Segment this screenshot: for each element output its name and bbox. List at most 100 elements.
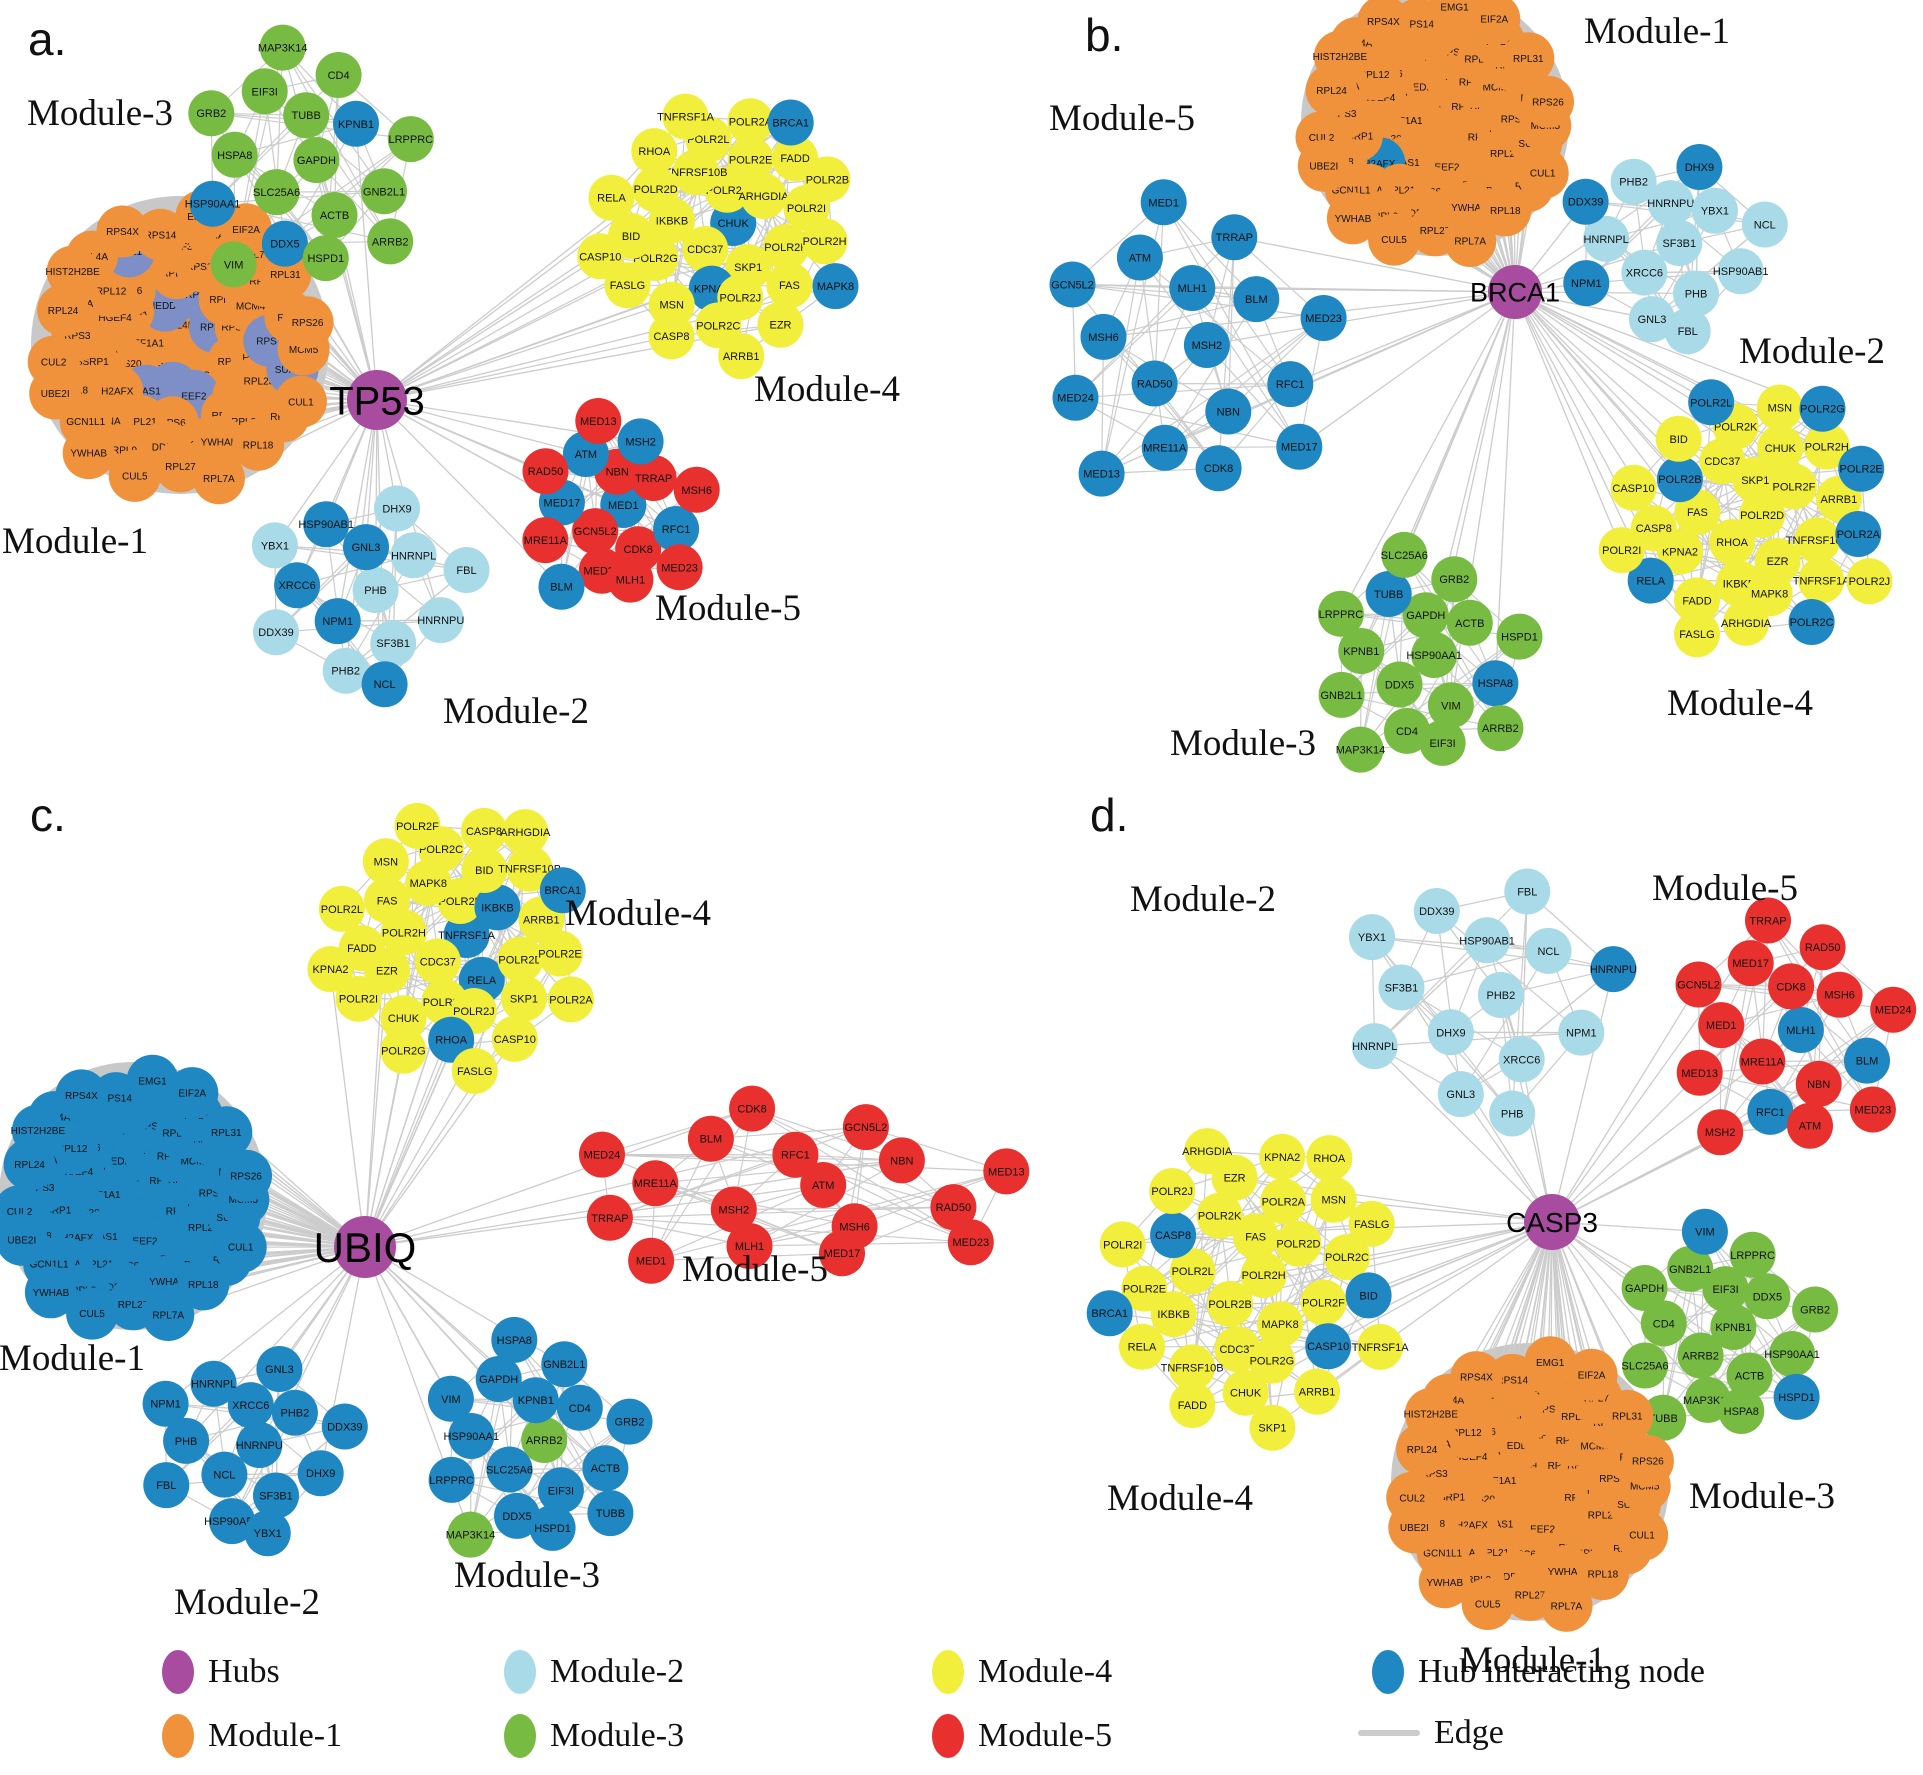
node-LRPPRC[interactable] [387, 116, 434, 163]
node-MAP3K14[interactable] [1337, 726, 1384, 773]
node-POLR2K[interactable] [1196, 1192, 1243, 1239]
node-EIF3I[interactable] [241, 68, 288, 115]
hub-node-TP53[interactable] [347, 370, 407, 430]
node-VIM[interactable] [427, 1375, 474, 1422]
node-ARRB2[interactable] [1477, 705, 1524, 752]
node-POLR2C[interactable] [1788, 599, 1835, 645]
node-POLR2J[interactable] [1846, 558, 1893, 605]
node-POLR2L[interactable] [318, 885, 365, 932]
node-MAPK8[interactable] [1257, 1301, 1304, 1348]
node-NCL[interactable] [201, 1451, 248, 1498]
node-MSH6[interactable] [1816, 971, 1863, 1018]
node-POLR2E[interactable] [1838, 445, 1885, 492]
node-RHOA[interactable] [1709, 519, 1756, 565]
node-HSPA8[interactable] [1718, 1388, 1765, 1434]
node-NBN[interactable] [878, 1137, 925, 1184]
node-POLR2L[interactable] [1169, 1248, 1216, 1295]
node-RELA[interactable] [1119, 1323, 1165, 1370]
node-MRE11A[interactable] [1739, 1038, 1786, 1085]
node-YBX1[interactable] [251, 522, 298, 569]
node-XRCC6[interactable] [227, 1382, 274, 1429]
node-GAPDH[interactable] [475, 1356, 522, 1402]
node-LRPPRC[interactable] [428, 1456, 475, 1503]
node-NCL[interactable] [361, 661, 408, 708]
node-CD4[interactable] [1384, 707, 1430, 754]
node-EMG1[interactable] [1524, 1336, 1577, 1389]
node-MED17[interactable] [1276, 423, 1323, 470]
node-EMG1[interactable] [1428, 0, 1481, 33]
node-CUL1[interactable] [214, 1221, 267, 1274]
node-GCN5L2[interactable] [842, 1104, 889, 1151]
node-GNL3[interactable] [343, 524, 389, 571]
node-RHOA[interactable] [1306, 1135, 1353, 1182]
node-MLH1[interactable] [607, 556, 654, 603]
node-BLM[interactable] [1844, 1037, 1890, 1084]
node-TUBB[interactable] [283, 92, 330, 139]
node-RAD50[interactable] [1131, 360, 1178, 407]
node-MSH6[interactable] [673, 466, 720, 513]
node-POLR2I[interactable] [1099, 1221, 1146, 1268]
node-ARRB1[interactable] [1294, 1368, 1341, 1415]
node-HSP90AA1[interactable] [1769, 1331, 1816, 1377]
node-ATM[interactable] [1116, 234, 1163, 281]
node-MSN[interactable] [648, 281, 695, 328]
node-DDX5[interactable] [1744, 1273, 1791, 1320]
node-POLR2D[interactable] [1739, 492, 1786, 538]
node-MED1[interactable] [628, 1237, 675, 1284]
node-POLR2I[interactable] [335, 975, 382, 1022]
node-SLC25A6[interactable] [253, 169, 300, 216]
node-MSN[interactable] [1310, 1176, 1357, 1223]
node-DHX9[interactable] [374, 485, 420, 532]
node-RPS14[interactable] [134, 208, 187, 261]
node-DDX39[interactable] [253, 609, 299, 656]
node-MSH2[interactable] [1697, 1109, 1744, 1156]
node-MSH2[interactable] [710, 1186, 757, 1233]
node-POLR2H[interactable] [1803, 423, 1850, 470]
node-MED23[interactable] [1300, 295, 1347, 341]
node-POLR2H[interactable] [801, 218, 848, 265]
node-HIST2H2BE[interactable] [11, 1104, 64, 1157]
node-MRE11A[interactable] [632, 1160, 679, 1207]
node-GCN5L2[interactable] [1049, 261, 1096, 308]
node-POLR2B[interactable] [1656, 456, 1703, 503]
node-LRPPRC[interactable] [1729, 1231, 1776, 1278]
node-POLR2D[interactable] [497, 936, 544, 983]
node-RPL31[interactable] [1601, 1389, 1654, 1442]
node-CASP8[interactable] [1630, 505, 1677, 552]
node-HSP90AB1[interactable] [1717, 248, 1764, 295]
node-BLM[interactable] [538, 563, 585, 610]
node-PHB[interactable] [352, 567, 399, 613]
node-EIF2A[interactable] [1468, 0, 1521, 46]
node-POLR2F[interactable] [394, 802, 441, 849]
node-MED23[interactable] [1849, 1086, 1896, 1133]
node-CASP8[interactable] [648, 313, 695, 360]
node-UBE2I[interactable] [29, 367, 82, 420]
node-NPM1[interactable] [1563, 260, 1610, 307]
node-RPL18[interactable] [232, 418, 285, 471]
node-CDC37[interactable] [682, 226, 729, 272]
node-POLR2I[interactable] [1598, 527, 1645, 574]
node-CASP10[interactable] [491, 1015, 538, 1062]
node-CASP10[interactable] [1305, 1323, 1352, 1370]
node-TUBB[interactable] [1640, 1394, 1687, 1441]
node-POLR2C[interactable] [1324, 1234, 1370, 1281]
node-RFC1[interactable] [772, 1131, 819, 1178]
node-POLR2F[interactable] [1300, 1279, 1347, 1326]
node-YBX1[interactable] [1691, 187, 1738, 234]
node-RAD50[interactable] [1799, 924, 1846, 971]
node-YBX1[interactable] [244, 1510, 291, 1557]
node-NPM1[interactable] [314, 598, 361, 645]
node-RPL18[interactable] [177, 1258, 230, 1311]
node-RPL7A[interactable] [1540, 1579, 1593, 1632]
node-PHB2[interactable] [322, 647, 369, 694]
node-CDC37[interactable] [414, 938, 461, 985]
node-RPS4X[interactable] [96, 205, 149, 258]
node-RELA[interactable] [1627, 557, 1674, 604]
node-MED1[interactable] [1140, 179, 1187, 226]
node-NPM1[interactable] [1558, 1009, 1605, 1056]
node-MED24[interactable] [1870, 986, 1917, 1033]
hub-node-CASP3[interactable] [1524, 1194, 1580, 1250]
node-EIF3I[interactable] [1419, 719, 1466, 766]
node-POLR2B[interactable] [804, 156, 851, 203]
node-ARRB2[interactable] [1677, 1332, 1724, 1379]
